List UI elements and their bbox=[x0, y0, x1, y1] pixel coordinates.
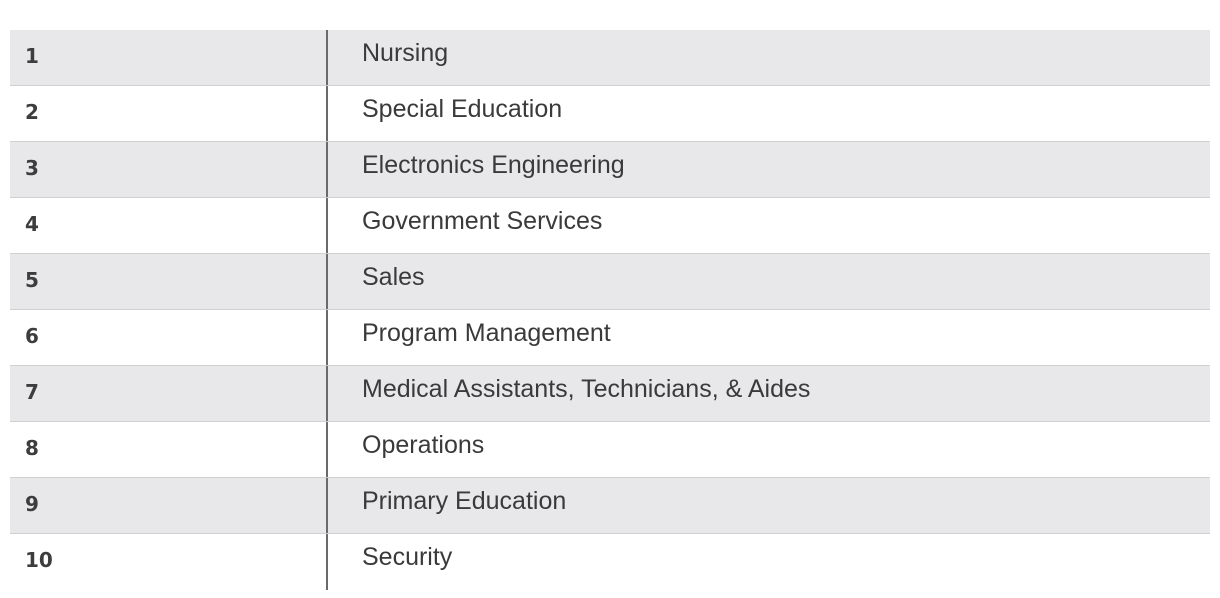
rank-cell: 2 bbox=[10, 86, 328, 141]
table-row: 1 Nursing bbox=[10, 30, 1210, 86]
table-row: 4 Government Services bbox=[10, 198, 1210, 254]
ranking-table: 1 Nursing 2 Special Education 3 Electron… bbox=[10, 30, 1210, 590]
table-row: 5 Sales bbox=[10, 254, 1210, 310]
rank-cell: 8 bbox=[10, 422, 328, 477]
label-cell: Special Education bbox=[362, 95, 563, 123]
rank-cell: 3 bbox=[10, 142, 328, 197]
table-row: 3 Electronics Engineering bbox=[10, 142, 1210, 198]
label-cell: Nursing bbox=[362, 39, 449, 67]
label-cell: Medical Assistants, Technicians, & Aides bbox=[362, 375, 811, 403]
table-row: 8 Operations bbox=[10, 422, 1210, 478]
label-cell: Electronics Engineering bbox=[362, 151, 625, 179]
label-cell: Operations bbox=[362, 431, 485, 459]
rank-cell: 5 bbox=[10, 254, 328, 309]
label-cell: Sales bbox=[362, 263, 425, 291]
table-row: 2 Special Education bbox=[10, 86, 1210, 142]
label-cell: Security bbox=[362, 543, 453, 571]
label-cell: Government Services bbox=[362, 207, 603, 235]
rank-cell: 10 bbox=[10, 534, 328, 590]
rank-cell: 1 bbox=[10, 30, 328, 85]
rank-cell: 9 bbox=[10, 478, 328, 533]
label-cell: Program Management bbox=[362, 319, 611, 347]
table-row: 9 Primary Education bbox=[10, 478, 1210, 534]
label-cell: Primary Education bbox=[362, 487, 567, 515]
table-row: 6 Program Management bbox=[10, 310, 1210, 366]
table-row: 7 Medical Assistants, Technicians, & Aid… bbox=[10, 366, 1210, 422]
table-row: 10 Security bbox=[10, 534, 1210, 590]
rank-cell: 7 bbox=[10, 366, 328, 421]
rank-cell: 6 bbox=[10, 310, 328, 365]
rank-cell: 4 bbox=[10, 198, 328, 253]
